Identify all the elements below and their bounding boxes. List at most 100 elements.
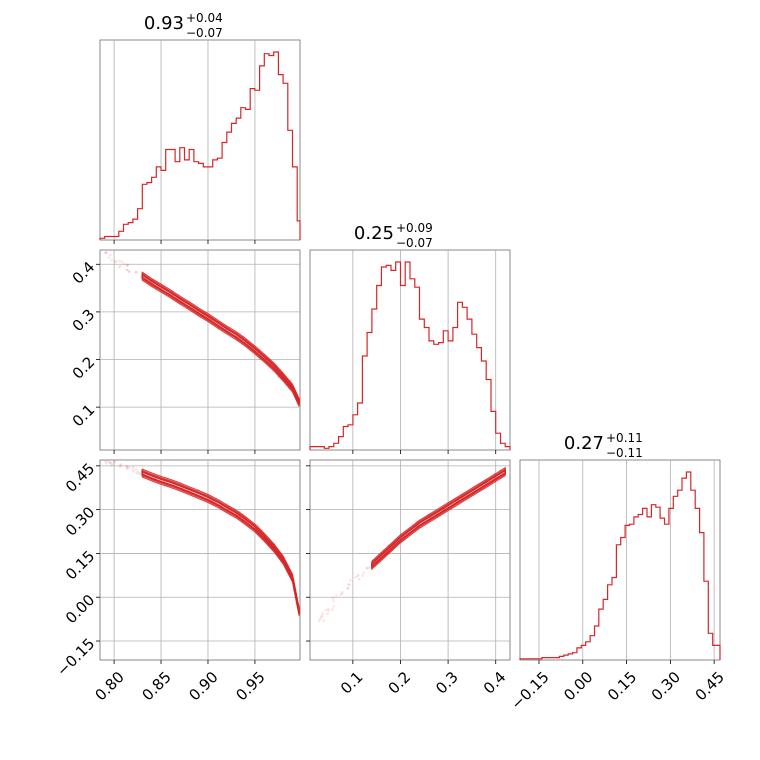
sample-point xyxy=(108,457,111,460)
sample-point xyxy=(327,609,330,612)
sample-point xyxy=(114,260,118,264)
sample-point xyxy=(110,464,113,467)
sample-point xyxy=(340,590,344,594)
y-tick-label-p1-2: 0.3 xyxy=(69,306,99,336)
x-tick-label-p1-2: 0.3 xyxy=(432,668,462,698)
sample-point xyxy=(357,573,360,577)
sample-point xyxy=(119,464,122,467)
sample-point xyxy=(128,466,131,469)
x-tick-label-p2-4: 0.45 xyxy=(692,668,728,704)
hist-frame-p2 xyxy=(519,459,721,661)
sample-point xyxy=(131,468,135,471)
sample-point xyxy=(367,566,371,569)
y-tick-label-p2-0: −0.15 xyxy=(53,635,98,680)
y-tick-label-p2-2: 0.15 xyxy=(62,547,98,583)
sample-point xyxy=(357,577,361,581)
sample-point xyxy=(127,270,131,273)
sample-point xyxy=(339,593,342,596)
sample-point xyxy=(103,460,107,463)
sample-point xyxy=(105,460,108,462)
contour-p1-p2-2 xyxy=(371,469,506,569)
contour-p0-p2-2 xyxy=(141,470,300,614)
title-minus-p1: −0.07 xyxy=(396,236,433,250)
sample-point xyxy=(135,472,139,476)
sample-point xyxy=(105,461,108,465)
scatter-frame-p0-p2 xyxy=(99,459,301,661)
sample-point xyxy=(132,470,135,473)
scatter-frame-p1-p2 xyxy=(309,459,511,661)
sample-point xyxy=(110,258,113,262)
x-tick-label-p0-1: 0.85 xyxy=(138,668,174,704)
title-minus-p2: −0.11 xyxy=(606,446,643,460)
sample-point xyxy=(340,592,344,596)
sample-point xyxy=(317,619,321,622)
contour-p0-p2-1 xyxy=(141,469,300,615)
sample-point xyxy=(366,567,369,570)
sample-point xyxy=(117,266,120,269)
sample-point xyxy=(125,466,129,470)
sample-point xyxy=(362,571,366,575)
hist-frame-p1 xyxy=(309,249,511,451)
scatter-frame-p0-p1 xyxy=(99,249,301,451)
sample-point xyxy=(125,465,129,469)
sample-point xyxy=(365,566,368,569)
histogram-p2 xyxy=(519,471,721,660)
sample-point xyxy=(321,612,324,615)
x-tick-label-p1-0: 0.1 xyxy=(337,668,367,698)
sample-point xyxy=(348,583,352,587)
y-tick-label-p1-0: 0.1 xyxy=(69,401,99,431)
contour-p0-p1-1 xyxy=(141,272,300,406)
scatter-layer-p1-p2 xyxy=(317,466,506,622)
sample-point xyxy=(113,260,117,263)
sample-point xyxy=(135,467,138,471)
sample-point xyxy=(128,270,131,274)
y-tick-label-p2-3: 0.30 xyxy=(62,503,98,539)
sample-point xyxy=(332,605,335,608)
x-tick-label-p1-1: 0.2 xyxy=(385,668,415,698)
sample-point xyxy=(111,462,114,466)
sample-point xyxy=(331,596,335,600)
sample-point xyxy=(332,599,335,603)
sample-point xyxy=(136,470,139,474)
sample-point xyxy=(107,256,111,260)
sample-point xyxy=(112,460,116,461)
x-tick-label-p2-0: −0.15 xyxy=(507,668,552,713)
scatter-layer-p0-p1 xyxy=(104,251,300,407)
sample-point xyxy=(326,607,330,611)
sample-point xyxy=(349,579,352,582)
sample-point xyxy=(356,574,360,578)
x-tick-label-p2-2: 0.15 xyxy=(604,668,640,704)
x-tick-label-p0-2: 0.90 xyxy=(185,668,221,704)
title-value-p1: 0.25 xyxy=(354,223,394,244)
sample-point xyxy=(119,463,123,466)
sample-point xyxy=(125,264,128,268)
sample-point xyxy=(361,574,364,577)
contour-p1-p2-0 xyxy=(371,466,506,571)
contour-p0-p1-2 xyxy=(141,273,300,404)
sample-point xyxy=(322,619,326,622)
y-tick-label-p2-4: 0.45 xyxy=(62,459,98,495)
sample-point xyxy=(320,615,323,619)
sample-point xyxy=(324,609,328,612)
sample-point xyxy=(119,264,122,268)
sample-point xyxy=(107,460,110,464)
y-tick-label-p1-1: 0.2 xyxy=(69,353,99,383)
x-tick-label-p0-3: 0.95 xyxy=(232,668,268,704)
title-minus-p0: −0.07 xyxy=(186,26,223,40)
sample-point xyxy=(354,576,358,579)
sample-point xyxy=(134,270,138,274)
sample-point xyxy=(326,612,329,616)
sample-point xyxy=(131,465,135,469)
contour-p1-p2-1 xyxy=(371,467,506,570)
sample-point xyxy=(118,465,122,469)
sample-point xyxy=(134,270,138,274)
sample-point xyxy=(118,259,121,263)
x-tick-label-p2-1: 0.00 xyxy=(560,668,596,704)
sample-point xyxy=(104,251,107,255)
title-value-p0: 0.93 xyxy=(144,13,184,34)
title-p2: 0.27 +0.11−0.11 xyxy=(564,431,643,460)
sample-point xyxy=(122,262,126,266)
title-value-p2: 0.27 xyxy=(564,433,604,454)
sample-point xyxy=(126,268,129,272)
